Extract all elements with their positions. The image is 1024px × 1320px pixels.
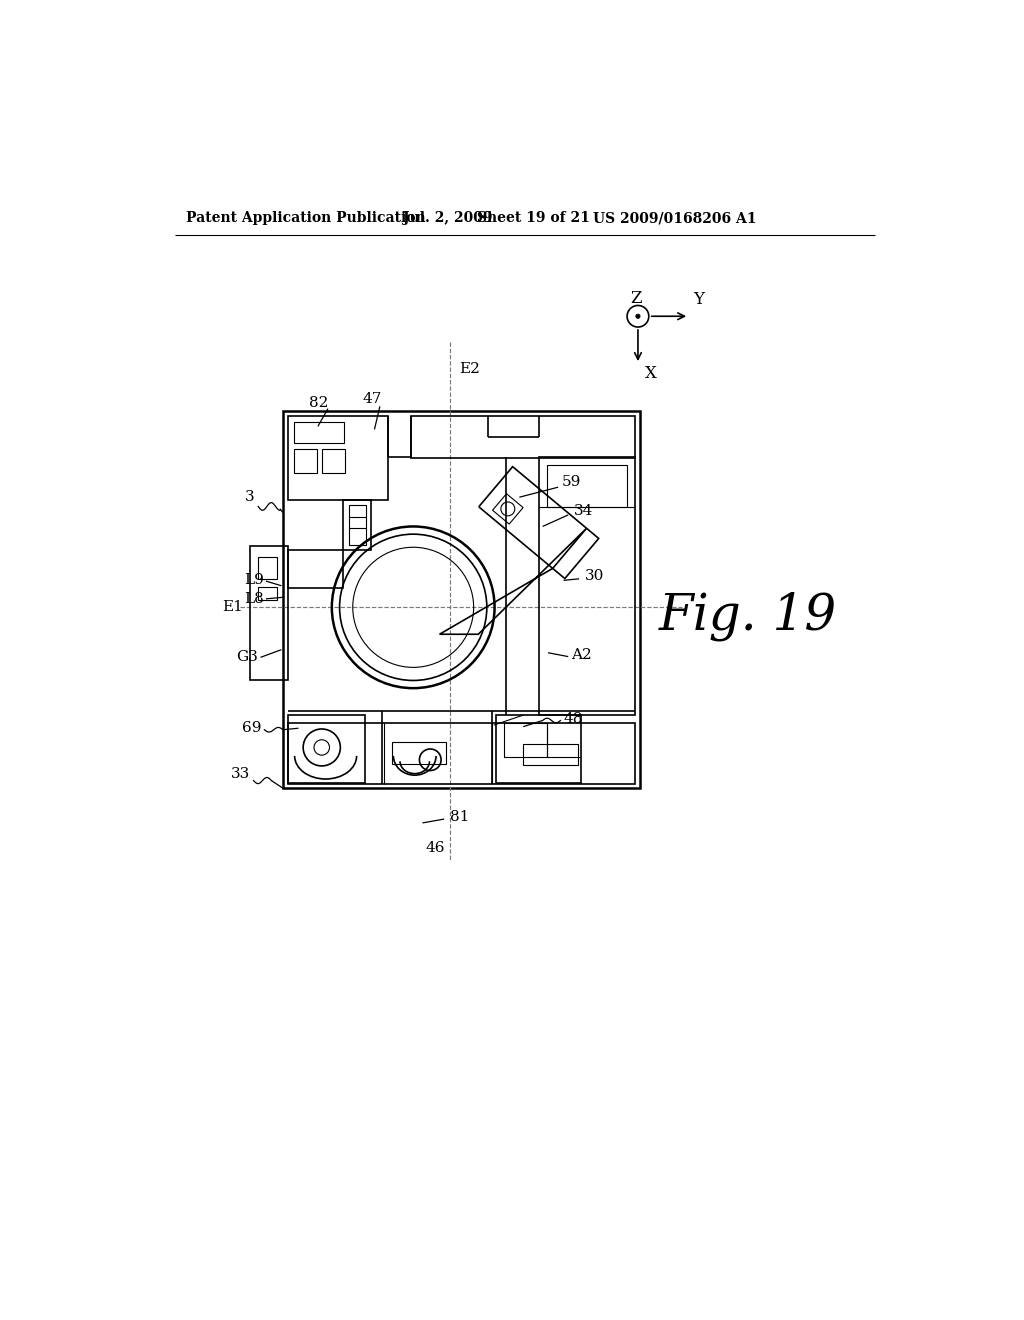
Text: 82: 82 [309, 396, 329, 411]
Bar [496, 715, 582, 783]
Text: 69: 69 [242, 721, 261, 735]
Bar [343, 499, 372, 549]
Bar [251, 545, 288, 681]
Text: 34: 34 [573, 504, 593, 517]
Bar [294, 422, 344, 444]
Bar [504, 723, 547, 758]
Text: L9: L9 [244, 573, 263, 587]
Text: US 2009/0168206 A1: US 2009/0168206 A1 [593, 211, 757, 226]
Bar [349, 506, 366, 545]
Text: 33: 33 [230, 767, 250, 781]
Bar [547, 465, 627, 507]
Bar [391, 742, 445, 763]
Text: Y: Y [693, 290, 703, 308]
Bar [539, 457, 635, 715]
Bar [294, 449, 317, 473]
Text: Z: Z [630, 290, 641, 308]
Text: 47: 47 [362, 392, 382, 407]
Text: L8: L8 [244, 591, 263, 606]
Bar [258, 557, 276, 578]
Text: 81: 81 [450, 809, 469, 824]
Text: 30: 30 [586, 569, 604, 582]
Bar [411, 416, 635, 458]
Bar [283, 411, 640, 788]
Circle shape [636, 314, 640, 318]
Bar [258, 586, 276, 601]
Text: E1: E1 [222, 601, 243, 614]
Bar [322, 449, 345, 473]
Text: 46: 46 [426, 841, 445, 855]
Text: Sheet 19 of 21: Sheet 19 of 21 [477, 211, 590, 226]
Bar [288, 549, 343, 589]
Text: A2: A2 [571, 648, 592, 663]
Bar [288, 723, 635, 784]
Text: Fig. 19: Fig. 19 [658, 591, 838, 642]
Text: E2: E2 [459, 362, 480, 376]
Bar [288, 715, 366, 783]
Bar [288, 416, 388, 500]
Text: 48: 48 [563, 711, 583, 726]
Text: X: X [644, 364, 656, 381]
Text: G3: G3 [237, 651, 258, 664]
Text: Jul. 2, 2009: Jul. 2, 2009 [403, 211, 493, 226]
Bar [523, 743, 578, 766]
Text: Patent Application Publication: Patent Application Publication [186, 211, 426, 226]
Text: 59: 59 [562, 475, 582, 488]
Text: 3: 3 [245, 490, 255, 504]
